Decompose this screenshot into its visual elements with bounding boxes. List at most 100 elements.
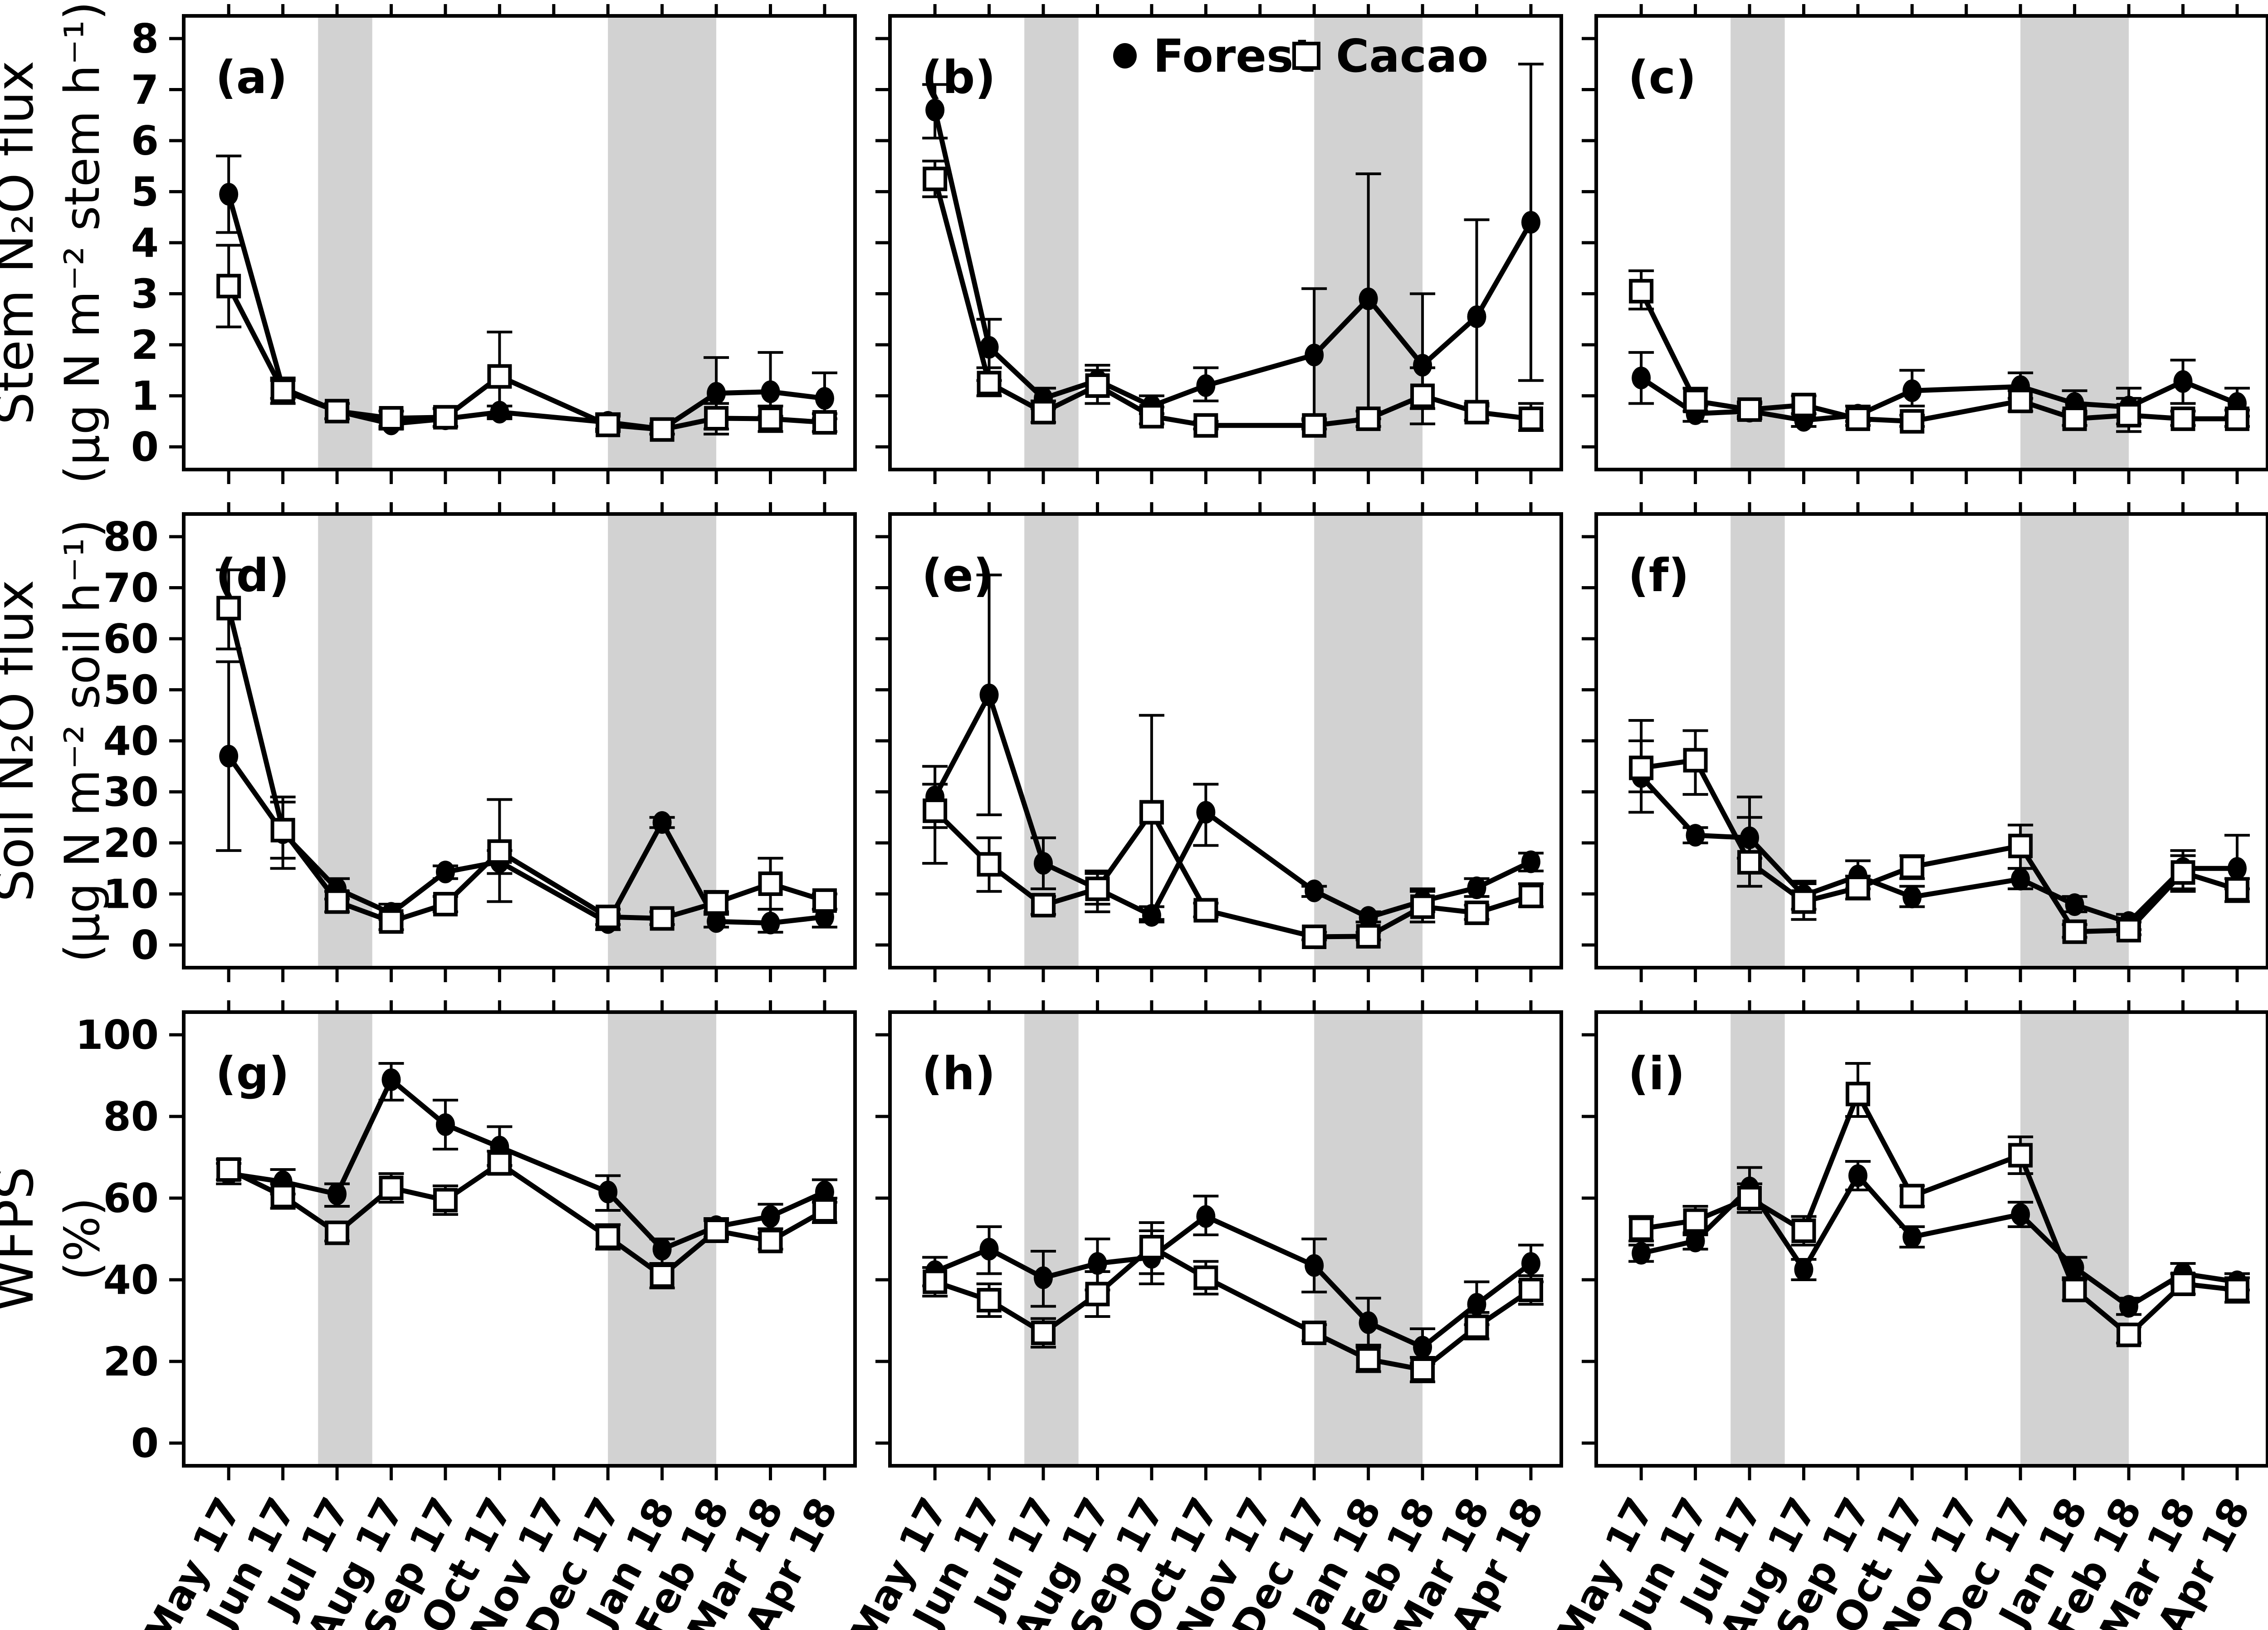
cacao-marker (650, 417, 675, 442)
y-tick-label: 20 (103, 1338, 159, 1385)
y-tick-label: 100 (75, 1012, 159, 1058)
forest-marker (1794, 1258, 1813, 1281)
forest-marker (652, 811, 672, 834)
cacao-marker (1139, 1235, 1164, 1259)
forest-marker (761, 1205, 780, 1228)
forest-line (932, 109, 1533, 409)
cacao-marker (1193, 898, 1218, 923)
panel-g: 0 20 40 60 80 100 (g) (75, 1000, 857, 1480)
panel-h: (h) (875, 1000, 1563, 1480)
cacao-marker (2062, 1278, 2087, 1302)
forest-marker (1196, 1205, 1216, 1228)
y-tick-label: 4 (131, 220, 159, 266)
cacao-marker (1031, 400, 1056, 425)
cacao-marker (2224, 1278, 2249, 1302)
forest-line (1639, 775, 2237, 925)
cacao-marker (1356, 1347, 1381, 1372)
cacao-line (932, 178, 1531, 428)
forest-marker (1359, 906, 1378, 929)
cacao-marker (596, 412, 621, 437)
cacao-marker (1410, 383, 1435, 408)
forest-marker (979, 336, 999, 359)
y-tick-label: 0 (131, 922, 159, 969)
forest-marker (925, 98, 945, 122)
forest-marker (1034, 1266, 1053, 1289)
cacao-marker (270, 1184, 295, 1209)
cacao-marker (433, 1188, 458, 1213)
forest-marker (1467, 876, 1486, 899)
y-tick-label: 60 (103, 616, 159, 662)
cacao-marker (325, 399, 350, 424)
y-tick-label: 0 (131, 1420, 159, 1467)
cacao-marker (1683, 388, 1708, 413)
cacao-marker (487, 1151, 512, 1176)
forest-marker (1521, 1252, 1540, 1275)
y-tick-label: 6 (131, 117, 159, 164)
cacao-marker (1410, 1357, 1435, 1382)
forest-marker (2173, 370, 2193, 393)
cacao-marker (923, 798, 948, 823)
panel-border (888, 512, 1563, 969)
cacao-marker (758, 871, 783, 896)
cacao-marker (1193, 1265, 1218, 1290)
forest-marker (652, 1238, 672, 1261)
forest-marker (1196, 801, 1216, 824)
dry-season-band (2020, 516, 2129, 966)
forest-marker (1848, 1164, 1867, 1187)
forest-marker (1902, 379, 1922, 402)
forest-marker (1413, 1336, 1432, 1359)
panel-border (888, 14, 1563, 471)
legend-cacao-label: Cacao (1336, 29, 1488, 83)
cacao-marker (1464, 1314, 1489, 1339)
panel-letter: (e) (922, 549, 994, 602)
cacao-marker (2224, 877, 2249, 902)
forest-marker (2227, 857, 2247, 880)
cacao-marker (2224, 406, 2249, 431)
cacao-marker (1464, 901, 1489, 925)
dry-season-band (1314, 516, 1423, 966)
legend-forest-label: Forest (1153, 29, 1315, 83)
cacao-marker (2008, 1143, 2033, 1168)
cacao-marker (1683, 1208, 1708, 1233)
y-tick-label: 0 (131, 424, 159, 470)
cacao-marker (758, 406, 783, 431)
cacao-marker (650, 1263, 675, 1288)
forest-marker (1305, 879, 1324, 902)
cacao-marker (704, 1219, 729, 1243)
forest-marker (979, 683, 999, 706)
y-axis-title: WFPS (0, 1166, 45, 1311)
y-axis-title: Soil N₂O flux (0, 580, 45, 902)
cacao-marker (977, 852, 1002, 877)
panel-letter: (c) (1628, 51, 1696, 104)
cacao-marker (433, 405, 458, 430)
y-tick-label: 50 (103, 666, 159, 713)
y-tick-label: 3 (131, 270, 159, 317)
forest-marker (1632, 1242, 1651, 1265)
forest-marker (327, 1183, 347, 1205)
cacao-marker (923, 1269, 948, 1294)
dry-season-band (1730, 516, 1785, 966)
cacao-marker (487, 364, 512, 389)
cacao-marker (1629, 1216, 1654, 1241)
dry-season-band (1024, 1014, 1079, 1464)
y-tick-label: 10 (103, 871, 159, 917)
cacao-marker (1845, 876, 1870, 900)
forest-marker (1521, 850, 1540, 873)
forest-marker (1902, 1225, 1922, 1248)
panel-letter: (h) (922, 1047, 996, 1100)
y-tick-label: 5 (131, 168, 159, 215)
forest-marker (2011, 1203, 2030, 1226)
cacao-marker (596, 1224, 621, 1249)
forest-marker (381, 1068, 401, 1091)
cacao-marker (2008, 388, 2033, 413)
forest-marker (435, 1113, 455, 1136)
y-axis-units: (μg N m⁻² soil h⁻¹) (54, 519, 110, 963)
forest-marker (219, 183, 239, 206)
forest-marker (815, 387, 834, 410)
forest-marker (1902, 886, 1922, 909)
cacao-marker (1900, 409, 1925, 434)
forest-marker (2119, 1295, 2139, 1318)
forest-marker (1196, 374, 1216, 397)
y-tick-label: 60 (103, 1175, 159, 1222)
cacao-marker (977, 1288, 1002, 1312)
